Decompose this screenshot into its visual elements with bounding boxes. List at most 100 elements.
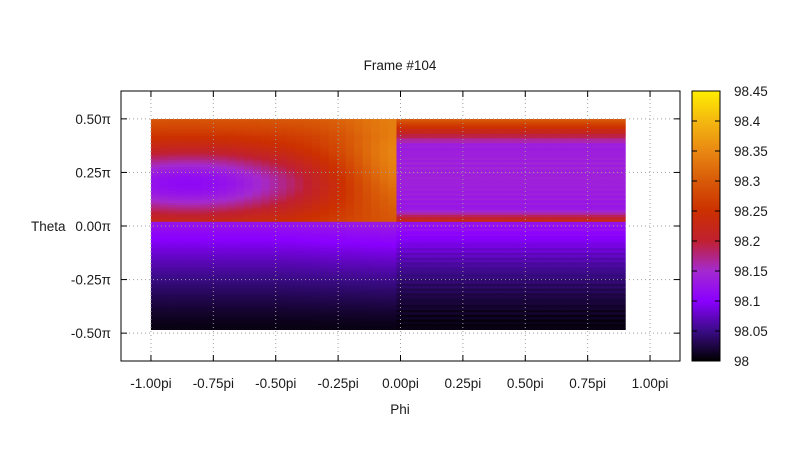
heatmap-cell	[362, 235, 372, 239]
heatmap-cell	[515, 190, 525, 194]
heatmap-cell	[379, 321, 389, 325]
heatmap-cell	[303, 278, 313, 282]
heatmap-cell	[176, 271, 186, 275]
heatmap-cell	[540, 130, 550, 134]
heatmap-cell	[277, 271, 288, 275]
heatmap-cell	[235, 278, 245, 282]
heatmap-cell	[235, 316, 245, 320]
heatmap-cell	[404, 285, 415, 289]
heatmap-cell	[320, 164, 330, 168]
heatmap-cell	[396, 166, 406, 170]
heatmap-cell	[599, 221, 609, 225]
heatmap-cell	[472, 264, 482, 268]
heatmap-cell	[235, 285, 245, 289]
heatmap-cell	[201, 221, 211, 225]
heatmap-cell	[388, 187, 398, 191]
heatmap-cell	[261, 156, 271, 160]
heatmap-cell	[362, 304, 372, 308]
heatmap-cell	[184, 245, 194, 249]
heatmap-cell	[489, 128, 499, 132]
heatmap-cell	[506, 142, 516, 146]
heatmap-cell	[404, 142, 415, 146]
heatmap-cell	[371, 264, 381, 268]
heatmap-cell	[599, 261, 609, 265]
heatmap-cell	[201, 268, 211, 272]
heatmap-cell	[413, 195, 423, 199]
heatmap-cell	[159, 278, 169, 282]
heatmap-cell	[379, 226, 389, 229]
heatmap-cell	[608, 199, 618, 203]
heatmap-cell	[261, 285, 271, 289]
heatmap-cell	[303, 280, 313, 284]
heatmap-cell	[235, 254, 245, 258]
heatmap-cell	[404, 192, 415, 196]
heatmap-cell	[193, 204, 203, 208]
heatmap-cell	[159, 259, 169, 263]
heatmap-cell	[337, 226, 347, 229]
heatmap-cell	[608, 290, 618, 294]
heatmap-cell	[167, 190, 177, 194]
heatmap-cell	[447, 280, 457, 284]
heatmap-cell	[294, 142, 304, 146]
heatmap-cell	[337, 266, 347, 270]
heatmap-cell	[210, 297, 220, 301]
heatmap-cell	[608, 233, 618, 237]
heatmap-cell	[252, 161, 262, 165]
heatmap-cell	[328, 326, 338, 329]
heatmap-cell	[616, 226, 626, 229]
heatmap-cell	[506, 326, 516, 329]
heatmap-cell	[235, 311, 245, 315]
heatmap-cell	[218, 304, 228, 308]
heatmap-cell	[438, 173, 448, 177]
heatmap-cell	[438, 254, 448, 258]
heatmap-cell	[252, 211, 262, 215]
heatmap-cell	[548, 249, 558, 253]
heatmap-cell	[371, 331, 380, 334]
heatmap-cell	[430, 126, 440, 129]
heatmap-cell	[269, 197, 279, 201]
heatmap-cell	[438, 195, 448, 199]
heatmap-cell	[591, 245, 601, 249]
heatmap-cell	[261, 271, 271, 275]
heatmap-cell	[489, 221, 499, 225]
heatmap-cell	[455, 285, 465, 289]
heatmap-cell	[608, 280, 618, 284]
heatmap-cell	[379, 302, 389, 306]
heatmap-cell	[608, 252, 618, 256]
heatmap-cell	[201, 128, 211, 132]
heatmap-cell	[303, 166, 313, 170]
heatmap-cell	[184, 214, 194, 218]
heatmap-cell	[404, 292, 415, 296]
heatmap-cell	[294, 323, 304, 327]
heatmap-cell	[320, 199, 330, 203]
heatmap-cell	[591, 128, 601, 132]
heatmap-cell	[218, 321, 228, 325]
heatmap-cell	[176, 321, 186, 325]
heatmap-cell	[472, 245, 482, 249]
heatmap-cell	[515, 295, 525, 299]
heatmap-cell	[616, 252, 626, 256]
heatmap-cell	[371, 171, 381, 175]
heatmap-cell	[396, 268, 406, 272]
heatmap-cell	[447, 328, 457, 330]
heatmap-cell	[184, 190, 194, 194]
heatmap-cell	[193, 223, 203, 227]
heatmap-cell	[244, 156, 254, 160]
heatmap-cell	[404, 254, 415, 258]
heatmap-cell	[371, 273, 381, 277]
heatmap-cell	[362, 261, 372, 265]
heatmap-cell	[591, 209, 601, 213]
heatmap-cell	[218, 164, 228, 168]
heatmap-cell	[328, 206, 338, 210]
heatmap-cell	[227, 309, 237, 313]
heatmap-cell	[277, 197, 288, 201]
heatmap-cell	[311, 197, 321, 201]
heatmap-cell	[582, 211, 592, 215]
heatmap-cell	[167, 147, 177, 151]
heatmap-cell	[294, 314, 304, 318]
heatmap-cell	[438, 247, 448, 251]
heatmap-cell	[472, 249, 482, 253]
heatmap-cell	[345, 271, 355, 275]
heatmap-cell	[269, 316, 279, 320]
heatmap-cell	[506, 323, 516, 327]
